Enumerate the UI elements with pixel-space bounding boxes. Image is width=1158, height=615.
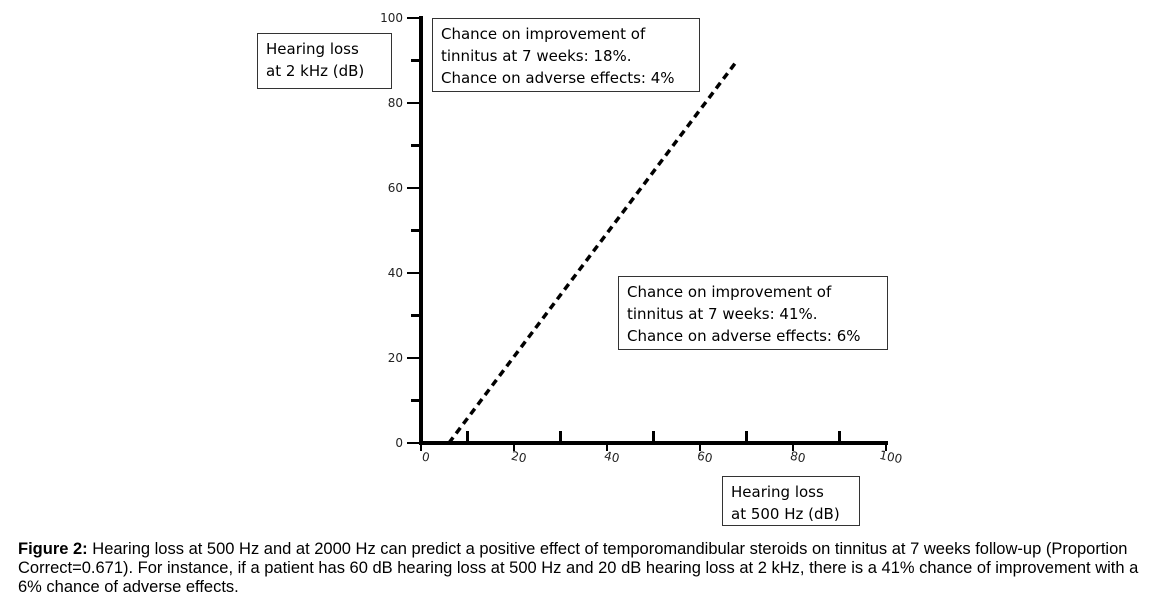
tick-labels: 0 20 40 60 80 100 0 20 40 60 80 100 [380, 11, 903, 466]
y-tick-label: 80 [388, 96, 403, 110]
annotation-top: Chance on improvement of tinnitus at 7 w… [432, 18, 700, 92]
dashed-boundary-line [447, 59, 739, 445]
x-tick-label: 40 [603, 449, 621, 466]
y-tick-label: 0 [395, 436, 403, 450]
x-tick-label: 80 [789, 449, 807, 466]
caption-label: Figure 2: [18, 540, 88, 558]
x-tick-label: 100 [878, 448, 903, 466]
annotation-line: Chance on improvement of [441, 25, 646, 43]
y-axis-label-line: Hearing loss [266, 40, 359, 58]
x-tick-label: 20 [510, 449, 528, 466]
chart-area: 0 20 40 60 80 100 0 20 40 60 80 100 [380, 11, 903, 466]
annotation-line: Chance on adverse effects: 6% [627, 327, 861, 345]
x-tick-label: 0 [421, 449, 431, 464]
ticks [407, 17, 887, 451]
annotation-line: Chance on adverse effects: 4% [441, 69, 675, 87]
x-tick-label: 60 [696, 449, 714, 466]
y-tick-label: 60 [388, 181, 403, 195]
figure-caption: Figure 2: Hearing loss at 500 Hz and at … [18, 540, 1143, 597]
caption-text: Hearing loss at 500 Hz and at 2000 Hz ca… [18, 540, 1139, 596]
x-axis-label-line: Hearing loss [731, 483, 824, 501]
y-tick-label: 20 [388, 351, 403, 365]
y-tick-label: 40 [388, 266, 403, 280]
annotation-line: Chance on improvement of [627, 283, 832, 301]
annotation-line: tinnitus at 7 weeks: 18%. [441, 47, 632, 65]
y-axis-label: Hearing loss at 2 kHz (dB) [257, 33, 392, 89]
x-axis-label: Hearing loss at 500 Hz (dB) [722, 476, 860, 526]
y-axis-label-line: at 2 kHz (dB) [266, 62, 365, 80]
annotation-bottom: Chance on improvement of tinnitus at 7 w… [618, 276, 888, 350]
series [447, 59, 739, 445]
annotation-line: tinnitus at 7 weeks: 41%. [627, 305, 818, 323]
y-tick-label: 100 [380, 11, 403, 25]
x-axis-label-line: at 500 Hz (dB) [731, 505, 840, 523]
